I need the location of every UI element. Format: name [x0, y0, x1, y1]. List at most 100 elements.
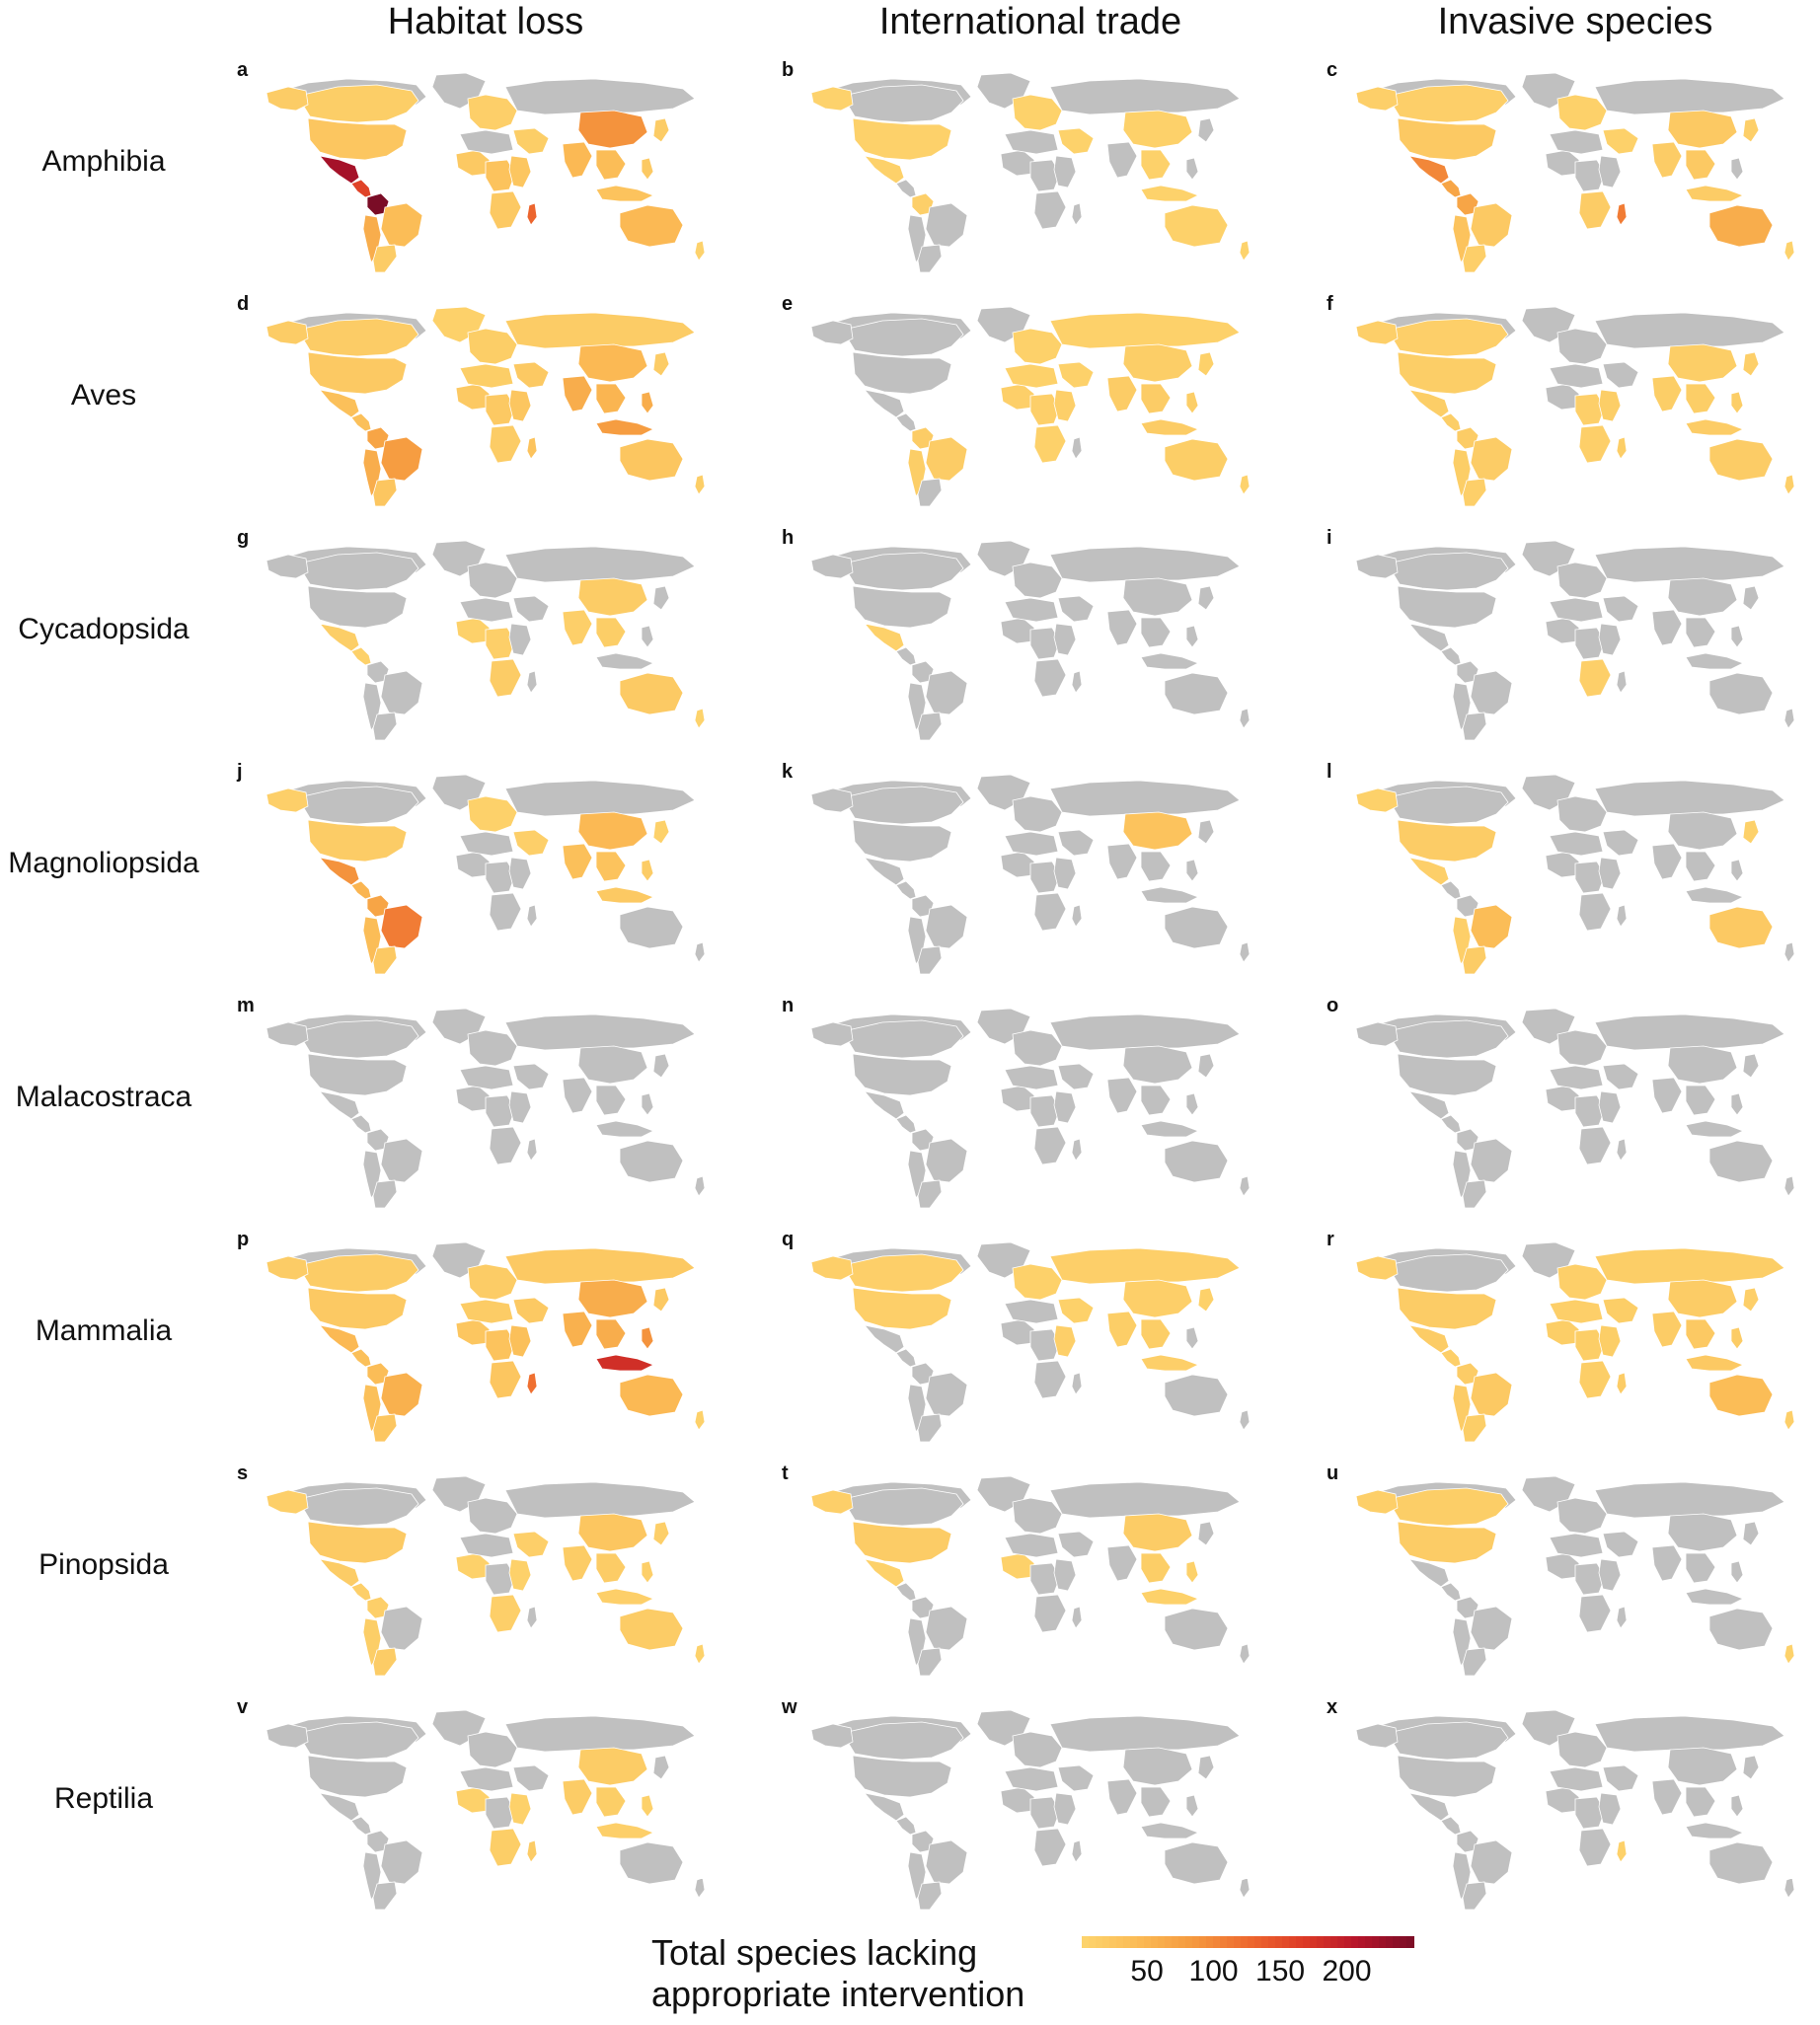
region-SouthernAfrica: [489, 1360, 522, 1399]
region-CentralAfrica: [1574, 393, 1606, 426]
region-China: [1122, 1279, 1193, 1318]
region-India: [1651, 375, 1683, 412]
region-Madagascar: [1071, 1138, 1083, 1162]
map-panel-q: q: [782, 1229, 1267, 1446]
row-label: Pinopsida: [38, 1548, 169, 1581]
region-SouthernCone: [372, 1647, 398, 1677]
region-NewZealand: [694, 708, 706, 729]
region-Philippines: [1730, 1092, 1744, 1116]
legend-swatch: [1137, 1936, 1145, 1948]
region-USA: [307, 1755, 408, 1798]
legend-title-line: Total species lacking: [651, 1932, 978, 1973]
region-Alaska: [265, 1489, 309, 1515]
region-WestAfrica: [1000, 1786, 1035, 1814]
region-Philippines: [1730, 1794, 1744, 1818]
region-Philippines: [641, 625, 654, 648]
panel-letter: f: [1327, 293, 1333, 315]
region-Canada: [302, 1721, 419, 1761]
region-Japan: [1197, 585, 1215, 611]
region-WestAfrica: [455, 1085, 491, 1112]
region-Australia: [1708, 1841, 1774, 1885]
world-map: [810, 540, 1251, 741]
map-panel-k: k: [782, 761, 1267, 978]
panel-letter: j: [237, 761, 243, 783]
region-CentralAfrica: [1029, 1562, 1061, 1596]
region-Mexico: [1407, 1792, 1450, 1822]
legend-swatch: [1172, 1936, 1179, 1948]
region-SouthernAfrica: [1033, 424, 1067, 464]
region-EastAfrica: [1598, 155, 1622, 188]
region-Madagascar: [1616, 202, 1628, 226]
panel-letter: k: [782, 761, 794, 783]
region-China: [1667, 1045, 1738, 1085]
region-Mexico: [863, 1558, 905, 1588]
region-Europe: [1012, 1029, 1063, 1067]
region-SouthernAfrica: [1033, 658, 1067, 698]
legend-tick-label: 50: [1130, 1955, 1164, 1988]
region-Philippines: [641, 1326, 654, 1350]
region-Russia: [504, 1247, 696, 1285]
region-Indonesia: [1685, 886, 1744, 904]
world-map: [1355, 1475, 1795, 1677]
region-SouthernAfrica: [1578, 1360, 1612, 1399]
region-China: [1667, 577, 1738, 617]
region-Indonesia: [1140, 418, 1199, 436]
region-Russia: [1049, 1247, 1241, 1285]
region-USA: [1397, 819, 1497, 862]
region-SouthernCone: [1462, 244, 1487, 273]
region-India: [1651, 843, 1683, 880]
region-Russia: [1049, 546, 1241, 583]
region-Europe: [1556, 1029, 1608, 1067]
region-NorthAfrica: [1004, 1533, 1059, 1558]
region-Mexico: [318, 1558, 360, 1588]
region-NewZealand: [1239, 474, 1251, 495]
region-Alaska: [1355, 554, 1399, 579]
region-SEAsia: [1140, 851, 1172, 882]
region-China: [1122, 1747, 1193, 1786]
legend-swatch: [1393, 1936, 1401, 1948]
region-Philippines: [1730, 391, 1744, 414]
region-NorthAfrica: [459, 1533, 514, 1558]
region-SouthernCone: [917, 712, 943, 741]
region-SEAsia: [595, 1786, 627, 1818]
region-SouthernCone: [1462, 945, 1487, 975]
region-Alaska: [1355, 1255, 1399, 1281]
region-MiddleEast: [1057, 1531, 1095, 1558]
region-USA: [852, 1287, 952, 1330]
region-NewZealand: [1239, 240, 1251, 262]
region-Mexico: [863, 857, 905, 886]
region-CentralAfrica: [1029, 393, 1061, 426]
region-China: [577, 1747, 648, 1786]
region-SouthernAfrica: [1033, 1126, 1067, 1165]
region-MiddleEast: [1602, 1764, 1639, 1792]
region-Indonesia: [595, 886, 654, 904]
legend-swatch: [1365, 1936, 1373, 1948]
region-NorthAfrica: [1004, 1299, 1059, 1324]
region-NorthAfrica: [459, 831, 514, 857]
region-Japan: [652, 819, 670, 845]
region-Russia: [1594, 546, 1785, 583]
region-WestAfrica: [1000, 851, 1035, 878]
region-Europe: [467, 1029, 518, 1067]
region-USA: [307, 1053, 408, 1096]
region-Australia: [1708, 1608, 1774, 1651]
legend-swatch: [1096, 1936, 1103, 1948]
region-WestAfrica: [455, 617, 491, 644]
region-SouthernAfrica: [489, 658, 522, 698]
column-title: Habitat loss: [387, 1, 584, 42]
region-SouthernAfrica: [1033, 892, 1067, 932]
panel-letter: b: [782, 59, 795, 81]
legend-swatch: [1296, 1936, 1304, 1948]
region-China: [1122, 343, 1193, 383]
region-Alaska: [810, 1723, 854, 1749]
region-Australia: [619, 672, 684, 715]
region-CentralAmerica: [1440, 1114, 1462, 1134]
region-USA: [852, 117, 952, 161]
region-USA: [307, 1521, 408, 1564]
region-Brazil: [925, 436, 968, 482]
region-Alaska: [810, 554, 854, 579]
region-China: [1667, 110, 1738, 149]
region-Europe: [1556, 328, 1608, 365]
region-Madagascar: [1071, 904, 1083, 928]
region-WestAfrica: [1000, 383, 1035, 411]
